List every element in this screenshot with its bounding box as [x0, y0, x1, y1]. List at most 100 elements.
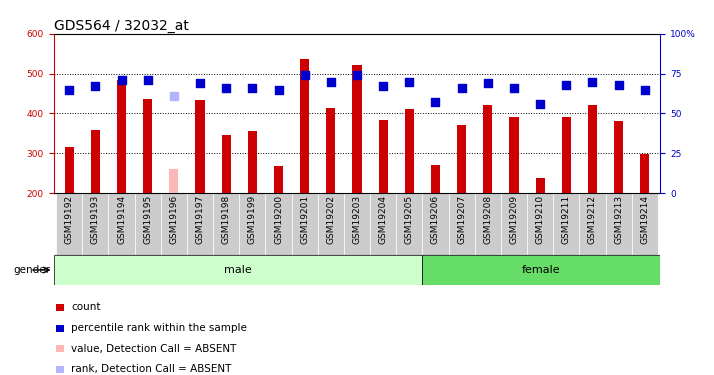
- Bar: [161, 193, 187, 255]
- Text: GSM19206: GSM19206: [431, 195, 440, 244]
- Bar: [396, 193, 423, 255]
- Bar: [221, 135, 231, 193]
- Point: [351, 72, 363, 78]
- Bar: [605, 193, 632, 255]
- Text: GSM19214: GSM19214: [640, 195, 649, 244]
- Point: [273, 87, 284, 93]
- Bar: [65, 147, 74, 193]
- Point: [169, 93, 180, 99]
- Text: rank, Detection Call = ABSENT: rank, Detection Call = ABSENT: [71, 364, 232, 374]
- Bar: [300, 59, 309, 193]
- Bar: [509, 117, 518, 193]
- Text: GSM19204: GSM19204: [378, 195, 388, 244]
- Point: [299, 72, 311, 78]
- Text: GSM19213: GSM19213: [614, 195, 623, 244]
- Bar: [431, 165, 440, 193]
- Bar: [169, 169, 178, 193]
- Text: GSM19211: GSM19211: [562, 195, 570, 244]
- Point: [482, 80, 493, 86]
- Point: [194, 80, 206, 86]
- Bar: [483, 105, 493, 193]
- Text: count: count: [71, 303, 101, 312]
- Text: GSM19200: GSM19200: [274, 195, 283, 244]
- Bar: [135, 193, 161, 255]
- Text: GSM19212: GSM19212: [588, 195, 597, 244]
- Bar: [588, 105, 597, 193]
- Bar: [527, 193, 553, 255]
- Bar: [640, 154, 649, 193]
- Text: GSM19193: GSM19193: [91, 195, 100, 244]
- Bar: [109, 193, 135, 255]
- Bar: [117, 80, 126, 193]
- Bar: [239, 193, 266, 255]
- Point: [508, 85, 520, 91]
- Text: GSM19208: GSM19208: [483, 195, 492, 244]
- Text: male: male: [224, 265, 252, 275]
- Bar: [448, 193, 475, 255]
- Bar: [475, 193, 501, 255]
- Bar: [632, 193, 658, 255]
- Text: GSM19205: GSM19205: [405, 195, 414, 244]
- Point: [246, 85, 258, 91]
- Bar: [274, 166, 283, 193]
- Bar: [562, 117, 571, 193]
- Text: percentile rank within the sample: percentile rank within the sample: [71, 323, 247, 333]
- Text: GSM19195: GSM19195: [144, 195, 152, 244]
- Bar: [370, 193, 396, 255]
- Text: value, Detection Call = ABSENT: value, Detection Call = ABSENT: [71, 344, 237, 354]
- Text: female: female: [522, 265, 560, 275]
- Text: GSM19202: GSM19202: [326, 195, 336, 244]
- Text: GSM19203: GSM19203: [353, 195, 361, 244]
- Bar: [423, 193, 448, 255]
- Text: GSM19192: GSM19192: [65, 195, 74, 244]
- Bar: [91, 130, 100, 193]
- Point: [378, 83, 389, 89]
- Bar: [405, 109, 414, 193]
- Point: [639, 87, 650, 93]
- Point: [430, 99, 441, 105]
- Text: GSM19197: GSM19197: [196, 195, 204, 244]
- Point: [613, 82, 624, 88]
- Text: GSM19201: GSM19201: [300, 195, 309, 244]
- Bar: [536, 178, 545, 193]
- Text: GSM19210: GSM19210: [536, 195, 545, 244]
- Bar: [501, 193, 527, 255]
- Text: gender: gender: [13, 265, 50, 275]
- Bar: [378, 120, 388, 193]
- Bar: [143, 99, 152, 193]
- Text: GSM19209: GSM19209: [510, 195, 518, 244]
- Point: [142, 77, 154, 83]
- Bar: [579, 193, 605, 255]
- Bar: [196, 100, 205, 193]
- Bar: [353, 65, 361, 193]
- Text: GDS564 / 32032_at: GDS564 / 32032_at: [54, 19, 188, 33]
- Bar: [266, 193, 291, 255]
- Bar: [614, 121, 623, 193]
- Text: GSM19207: GSM19207: [457, 195, 466, 244]
- Text: GSM19199: GSM19199: [248, 195, 257, 244]
- Point: [587, 79, 598, 85]
- Bar: [213, 193, 239, 255]
- Point: [403, 79, 415, 85]
- Point: [90, 83, 101, 89]
- Bar: [54, 255, 423, 285]
- Bar: [82, 193, 109, 255]
- Point: [221, 85, 232, 91]
- Bar: [423, 255, 660, 285]
- Bar: [457, 125, 466, 193]
- Bar: [326, 108, 336, 193]
- Point: [534, 101, 545, 107]
- Point: [64, 87, 75, 93]
- Bar: [318, 193, 344, 255]
- Text: GSM19196: GSM19196: [169, 195, 178, 244]
- Point: [325, 79, 336, 85]
- Bar: [553, 193, 579, 255]
- Text: GSM19194: GSM19194: [117, 195, 126, 244]
- Text: GSM19198: GSM19198: [222, 195, 231, 244]
- Bar: [187, 193, 213, 255]
- Bar: [56, 193, 82, 255]
- Bar: [248, 130, 257, 193]
- Bar: [291, 193, 318, 255]
- Point: [116, 77, 127, 83]
- Point: [456, 85, 468, 91]
